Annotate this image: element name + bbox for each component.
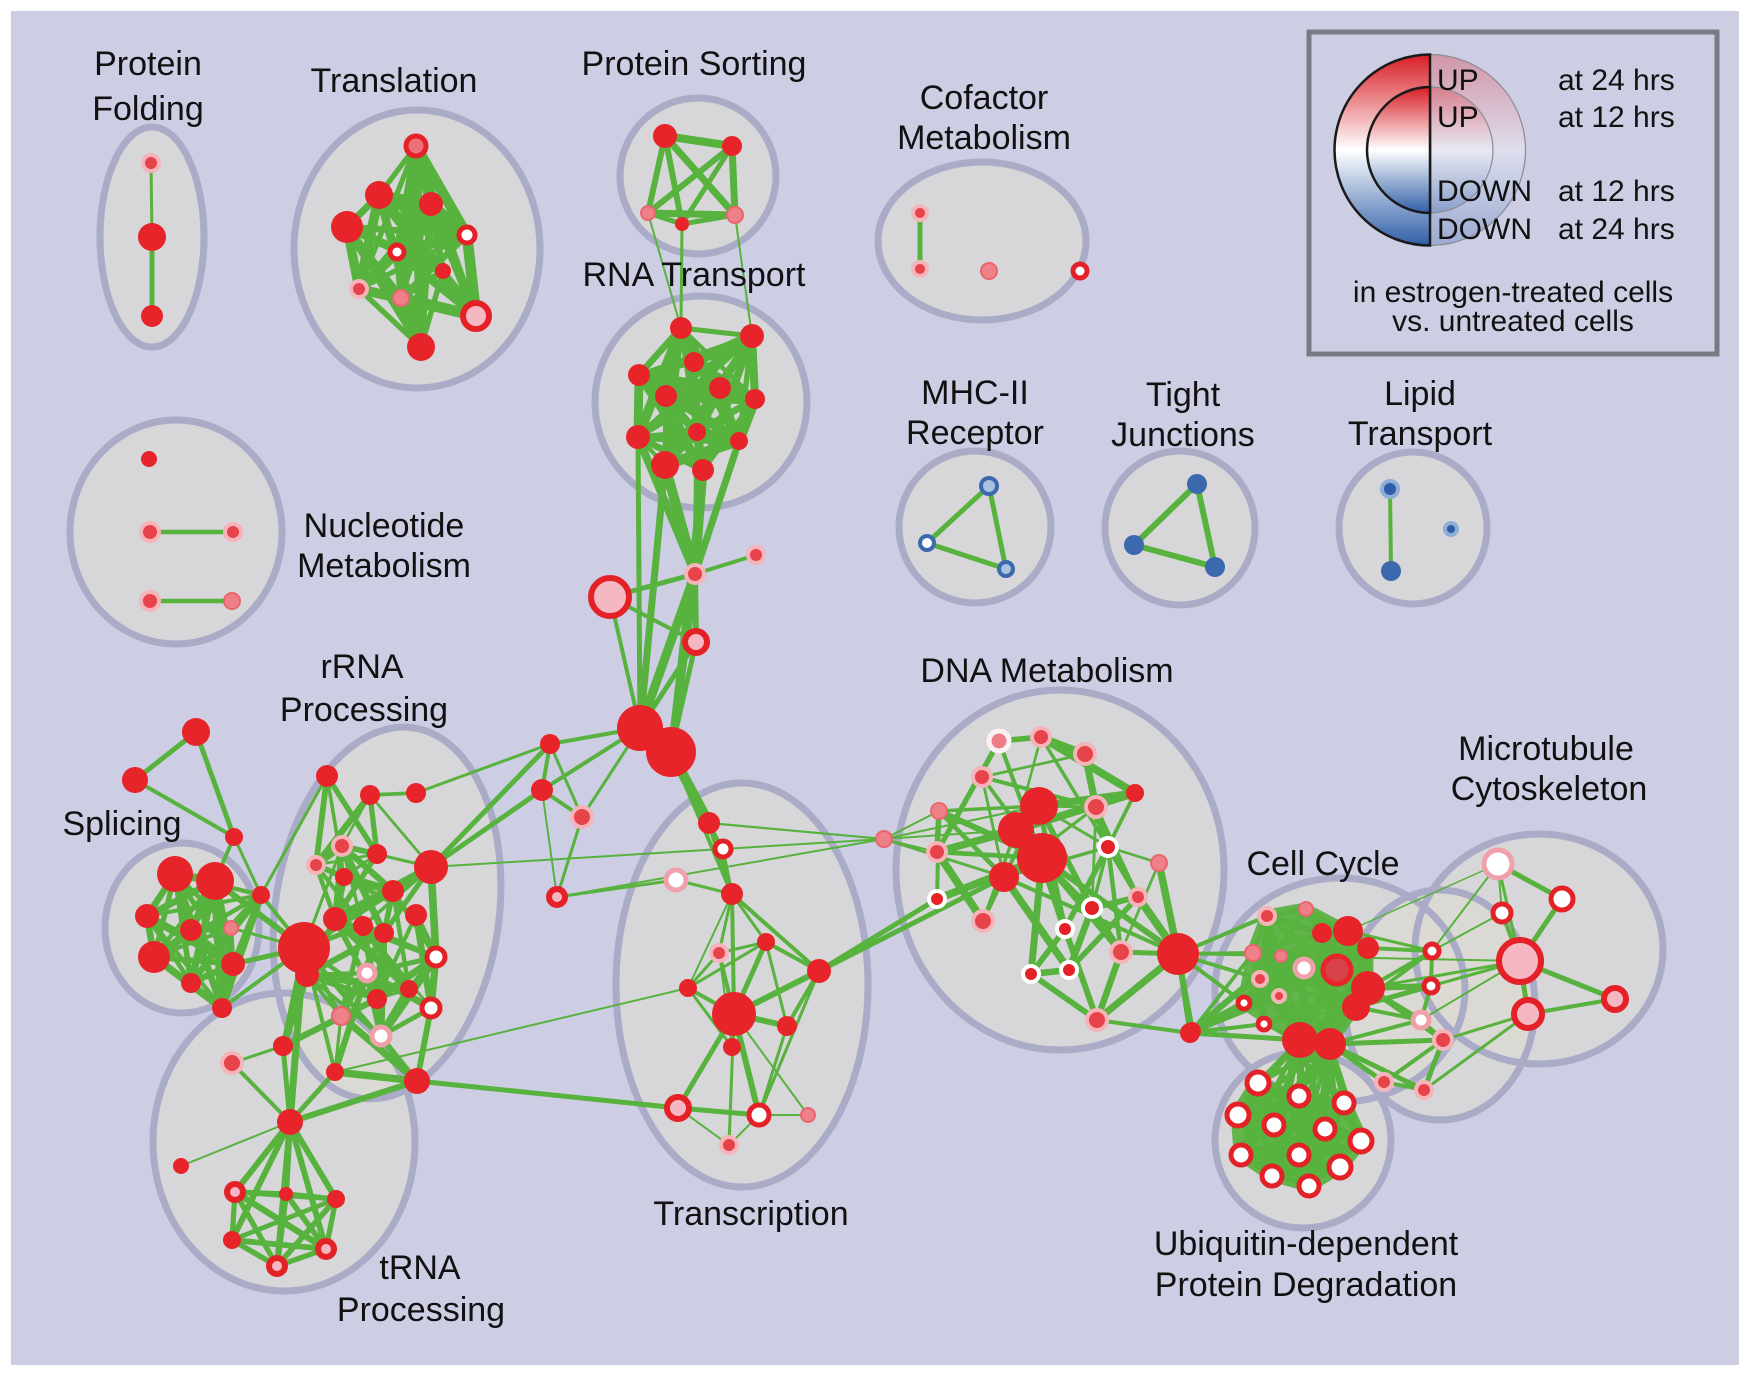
svg-text:UP: UP — [1437, 101, 1479, 134]
svg-text:Receptor: Receptor — [906, 414, 1044, 452]
svg-text:Folding: Folding — [92, 90, 204, 128]
svg-text:UP: UP — [1437, 64, 1479, 97]
svg-text:Translation: Translation — [311, 62, 478, 100]
svg-text:Protein: Protein — [94, 45, 202, 83]
svg-text:MHC-II: MHC-II — [921, 374, 1029, 412]
svg-text:vs. untreated cells: vs. untreated cells — [1392, 305, 1634, 338]
svg-text:RNA Transport: RNA Transport — [583, 256, 807, 294]
svg-text:Cytoskeleton: Cytoskeleton — [1451, 770, 1648, 808]
svg-text:at 12 hrs: at 12 hrs — [1558, 175, 1675, 208]
svg-text:Nucleotide: Nucleotide — [304, 507, 465, 545]
svg-text:Microtubule: Microtubule — [1458, 730, 1634, 768]
svg-text:Cell Cycle: Cell Cycle — [1246, 845, 1399, 883]
svg-text:Protein Sorting: Protein Sorting — [582, 45, 807, 83]
svg-text:Transport: Transport — [1348, 415, 1493, 453]
svg-text:Ubiquitin-dependent: Ubiquitin-dependent — [1154, 1225, 1459, 1263]
svg-text:Lipid: Lipid — [1384, 375, 1456, 413]
svg-text:Cofactor: Cofactor — [920, 79, 1049, 117]
svg-text:Tight: Tight — [1146, 376, 1221, 414]
svg-text:Splicing: Splicing — [62, 805, 181, 843]
svg-text:at 12 hrs: at 12 hrs — [1558, 101, 1675, 134]
svg-text:Transcription: Transcription — [653, 1195, 848, 1233]
svg-text:DNA Metabolism: DNA Metabolism — [920, 652, 1173, 690]
svg-text:Protein Degradation: Protein Degradation — [1155, 1266, 1457, 1304]
svg-text:DOWN: DOWN — [1437, 213, 1532, 246]
svg-text:Metabolism: Metabolism — [297, 547, 471, 585]
svg-text:at 24 hrs: at 24 hrs — [1558, 64, 1675, 97]
svg-text:Junctions: Junctions — [1111, 416, 1255, 454]
svg-text:in estrogen-treated cells: in estrogen-treated cells — [1353, 276, 1673, 309]
svg-text:Processing: Processing — [280, 691, 448, 729]
svg-text:Metabolism: Metabolism — [897, 119, 1071, 157]
svg-text:at 24 hrs: at 24 hrs — [1558, 213, 1675, 246]
svg-text:Processing: Processing — [337, 1291, 505, 1329]
svg-text:rRNA: rRNA — [320, 648, 403, 686]
svg-text:DOWN: DOWN — [1437, 175, 1532, 208]
svg-text:tRNA: tRNA — [379, 1249, 461, 1287]
